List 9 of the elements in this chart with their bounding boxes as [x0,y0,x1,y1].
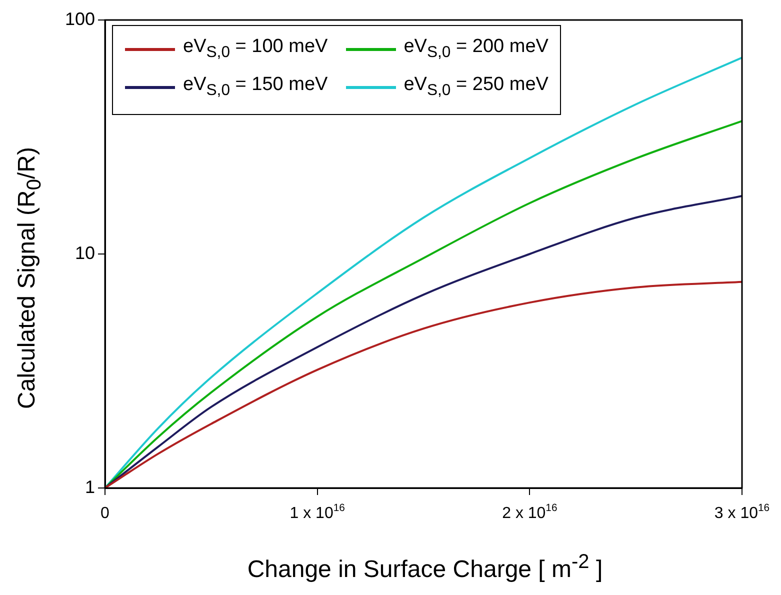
y-tick-label: 10 [74,242,95,263]
y-tick-label: 100 [64,8,95,29]
y-tick-label: 1 [84,476,95,497]
legend-label: eV$_{S,0}$ = 150 meV [183,72,328,101]
x-tick-label: 0 [100,505,110,522]
x-axis-title: Change in Surface Charge [ m$^{-2}$ ] [246,551,604,584]
legend-label: eV$_{S,0}$ = 100 meV [183,35,328,63]
legend-label: eV$_{S,0}$ = 250 meV [404,72,548,101]
legend-label: eV$_{S,0}$ = 200 meV [404,35,548,63]
